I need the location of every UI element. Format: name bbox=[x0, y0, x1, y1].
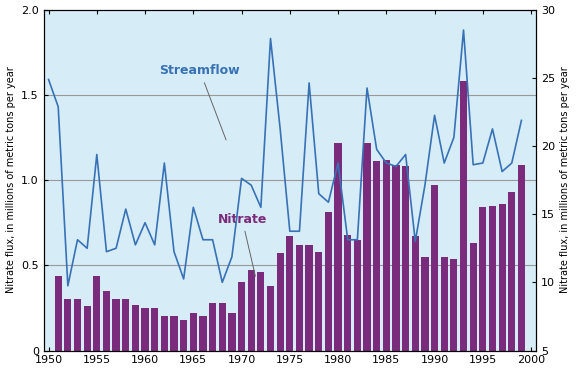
Bar bbox=[392, 165, 400, 351]
Bar bbox=[402, 167, 409, 351]
Bar bbox=[363, 142, 370, 351]
Bar bbox=[305, 245, 313, 351]
Bar bbox=[151, 308, 158, 351]
Bar bbox=[296, 245, 303, 351]
Bar bbox=[354, 240, 361, 351]
Bar bbox=[441, 257, 448, 351]
Bar bbox=[55, 276, 62, 351]
Bar bbox=[209, 303, 216, 351]
Bar bbox=[142, 308, 149, 351]
Bar bbox=[450, 259, 457, 351]
Bar bbox=[199, 316, 207, 351]
Bar bbox=[489, 206, 496, 351]
Bar bbox=[469, 243, 477, 351]
Bar bbox=[335, 142, 342, 351]
Bar bbox=[170, 316, 177, 351]
Bar bbox=[161, 316, 168, 351]
Bar bbox=[132, 305, 139, 351]
Bar bbox=[84, 306, 91, 351]
Bar bbox=[315, 252, 323, 351]
Bar bbox=[180, 320, 187, 351]
Bar bbox=[122, 299, 130, 351]
Bar bbox=[421, 257, 429, 351]
Y-axis label: Nitrate flux, in millions of metric tons per year: Nitrate flux, in millions of metric tons… bbox=[6, 67, 16, 293]
Bar bbox=[479, 207, 487, 351]
Bar bbox=[460, 81, 467, 351]
Bar bbox=[65, 299, 71, 351]
Bar bbox=[228, 313, 236, 351]
Bar bbox=[74, 299, 81, 351]
Bar bbox=[325, 213, 332, 351]
Text: Nitrate: Nitrate bbox=[217, 213, 267, 276]
Bar bbox=[382, 160, 390, 351]
Bar bbox=[431, 185, 438, 351]
Bar bbox=[344, 234, 351, 351]
Y-axis label: Nitrate flux, in millions of metric tons per year: Nitrate flux, in millions of metric tons… bbox=[560, 67, 570, 293]
Bar bbox=[286, 236, 293, 351]
Bar bbox=[257, 272, 264, 351]
Bar bbox=[373, 161, 380, 351]
Bar bbox=[93, 276, 100, 351]
Bar bbox=[103, 291, 110, 351]
Bar bbox=[518, 165, 525, 351]
Bar bbox=[412, 236, 419, 351]
Bar bbox=[498, 204, 506, 351]
Bar bbox=[508, 192, 516, 351]
Bar bbox=[276, 253, 284, 351]
Bar bbox=[190, 313, 197, 351]
Text: Streamflow: Streamflow bbox=[160, 64, 240, 140]
Bar bbox=[219, 303, 226, 351]
Bar bbox=[238, 282, 245, 351]
Bar bbox=[112, 299, 120, 351]
Bar bbox=[267, 286, 274, 351]
Bar bbox=[248, 270, 255, 351]
